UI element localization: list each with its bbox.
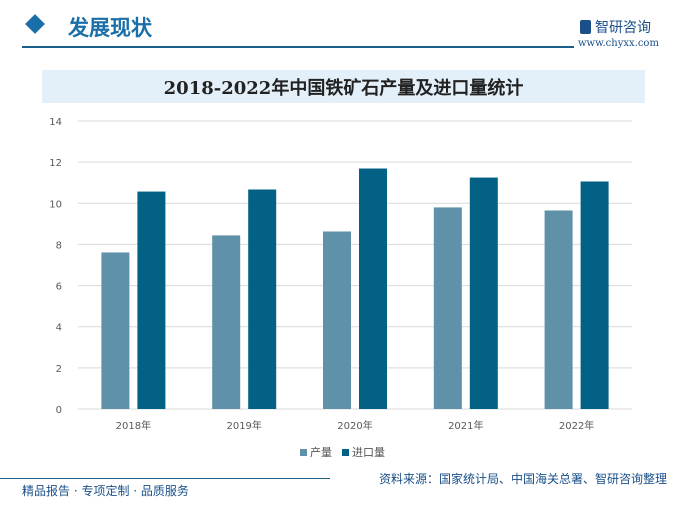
header-divider xyxy=(22,46,574,48)
source-note: 资料来源：国家统计局、中国海关总署、智研咨询整理 xyxy=(378,472,667,486)
legend-item-import: 进口量 xyxy=(342,444,385,460)
footer-tagline: 精品报告 · 专项定制 · 品质服务 xyxy=(22,484,189,498)
bar-import xyxy=(580,181,609,409)
y-tick-label: 2 xyxy=(56,364,62,375)
x-tick-label: 2019年 xyxy=(226,419,261,432)
y-tick-label: 6 xyxy=(56,282,62,293)
legend-label: 进口量 xyxy=(352,446,385,459)
x-tick-label: 2018年 xyxy=(116,419,151,432)
logo-text: 智研咨询 xyxy=(595,20,651,36)
bar-production xyxy=(544,210,573,409)
legend-item-production: 产量 xyxy=(300,444,332,460)
y-tick-label: 8 xyxy=(56,240,62,251)
bar-production xyxy=(212,235,241,409)
logo: 智研咨询 xyxy=(580,17,651,37)
bar-import xyxy=(469,177,498,409)
x-tick-label: 2020年 xyxy=(337,419,372,432)
bar-import xyxy=(359,168,387,409)
logo-icon xyxy=(580,20,591,34)
bar-production xyxy=(433,207,462,409)
bar-production xyxy=(101,252,130,409)
section-title: 发展现状 xyxy=(68,16,152,40)
bar-production xyxy=(323,231,351,409)
legend-swatch xyxy=(300,448,307,456)
site-url: www.chyxx.com xyxy=(578,38,659,49)
chart-title: 2018-2022年中国铁矿石产量及进口量统计 xyxy=(163,77,524,99)
y-tick-label: 14 xyxy=(49,117,62,128)
x-tick-label: 2022年 xyxy=(559,419,594,432)
y-tick-label: 4 xyxy=(56,323,62,334)
chart-title-bar: 2018-2022年中国铁矿石产量及进口量统计 xyxy=(42,70,645,103)
legend: 产量 进口量 xyxy=(300,444,385,460)
legend-swatch xyxy=(342,448,349,456)
bar-import xyxy=(248,189,277,409)
y-tick-label: 0 xyxy=(56,405,62,416)
y-tick-label: 10 xyxy=(49,199,62,210)
bar-import xyxy=(137,191,166,409)
footer-divider xyxy=(0,478,330,479)
x-tick-label: 2021年 xyxy=(448,419,483,432)
y-tick-label: 12 xyxy=(49,158,62,169)
legend-label: 产量 xyxy=(310,446,332,459)
